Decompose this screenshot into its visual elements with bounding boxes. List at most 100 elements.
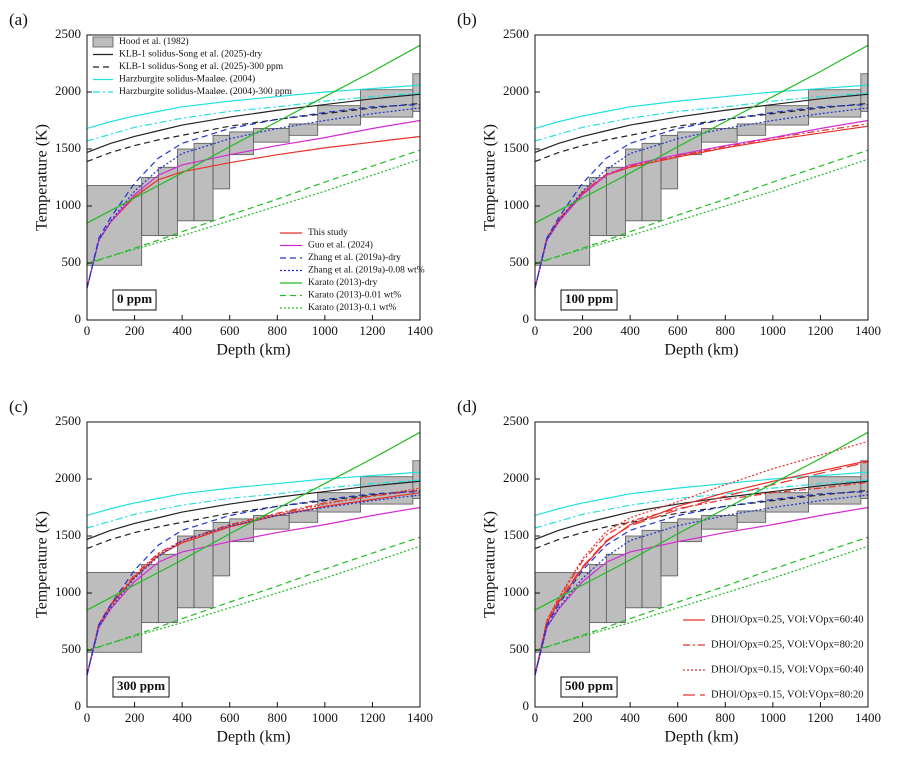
x-tick-label: 1400: [407, 323, 433, 338]
series-line: [87, 92, 420, 142]
y-tick-label: 2000: [55, 470, 81, 485]
plot-area: [87, 44, 420, 289]
y-tick-label: 0: [523, 311, 530, 326]
y-tick-label: 500: [62, 641, 82, 656]
band-segment: [288, 123, 319, 136]
y-axis-label: Temperature (K): [34, 511, 51, 618]
series-line: [87, 107, 420, 289]
x-tick-label: 200: [125, 710, 145, 725]
legend-label: This study: [308, 228, 348, 238]
series-line: [535, 545, 868, 651]
legend-label: Harzburgite solidus-Maaløe. (2004)-300 p…: [119, 86, 293, 97]
plot-frame: [86, 421, 421, 708]
x-tick-label: 1000: [760, 323, 786, 338]
legend-label: Karato (2013)-0.1 wt%: [308, 302, 396, 313]
legend-label: DHOl/Opx=0.15, VOl:VOpx=80:20: [711, 689, 864, 700]
y-tick-label: 2500: [503, 26, 529, 41]
panel-label: (d): [457, 397, 477, 416]
plot-area: [87, 431, 420, 676]
x-tick-label: 800: [268, 323, 288, 338]
series-line: [87, 480, 420, 540]
panel-label: (c): [9, 397, 28, 416]
x-tick-label: 400: [620, 323, 640, 338]
annotation-box: [560, 676, 618, 698]
y-tick-label: 500: [510, 254, 530, 269]
plot-frame: [534, 421, 869, 708]
x-tick-label: 600: [668, 710, 688, 725]
legend-label: Karato (2013)-0.01 wt%: [308, 290, 401, 301]
annotation: 300 ppm: [117, 678, 165, 693]
series-line: [535, 102, 868, 163]
band-segment: [176, 535, 195, 609]
x-tick-label: 1000: [760, 710, 786, 725]
x-tick-label: 1000: [312, 323, 338, 338]
series-line: [87, 158, 420, 264]
band-segment: [808, 89, 862, 118]
panel-label: (b): [457, 10, 477, 29]
y-tick-label: 2500: [55, 413, 81, 428]
legend-label: Guo et al. (2024): [308, 240, 373, 251]
plot-frame: [534, 34, 869, 321]
y-tick-label: 1500: [503, 140, 529, 155]
band-segment: [860, 73, 868, 112]
annotation: 500 ppm: [565, 678, 613, 693]
y-tick-label: 0: [75, 311, 82, 326]
series-line: [535, 123, 868, 289]
annotation: 100 ppm: [565, 291, 613, 306]
legend-label: Zhang et al. (2019a)-0.08 wt%: [308, 265, 425, 276]
series-line: [535, 431, 868, 611]
legend-label: Zhang et al. (2019a)-dry: [308, 252, 401, 263]
x-axis-label: Depth (km): [664, 342, 738, 359]
x-tick-label: 400: [620, 710, 640, 725]
series-line: [535, 490, 868, 676]
series-line: [87, 489, 420, 550]
y-tick-label: 1500: [503, 527, 529, 542]
legend-swatch: [92, 36, 114, 48]
plot-frame: [86, 34, 421, 321]
band-segment: [412, 460, 420, 499]
band-segment: [701, 515, 738, 530]
x-tick-label: 400: [172, 710, 192, 725]
series-line: [535, 119, 868, 289]
legend-label: DHOl/Opx=0.25, VOl:VOpx=60:40: [711, 614, 864, 625]
series-line: [535, 440, 868, 676]
plot-area: [535, 44, 868, 289]
panel-label: (a): [9, 10, 28, 29]
series-line: [535, 480, 868, 540]
legend-label: DHOl/Opx=0.15, VOl:VOpx=60:40: [711, 664, 864, 675]
series-line: [535, 489, 868, 550]
series-line: [87, 431, 420, 611]
series-line: [87, 506, 420, 676]
annotation-box: [112, 289, 157, 311]
series-line: [535, 481, 868, 676]
x-tick-label: 0: [532, 323, 539, 338]
band-segment: [176, 148, 195, 222]
y-axis-label: Temperature (K): [482, 124, 499, 231]
x-tick-label: 1200: [359, 710, 385, 725]
x-tick-label: 600: [220, 323, 240, 338]
series-line: [535, 92, 868, 142]
x-tick-label: 1400: [407, 710, 433, 725]
y-tick-label: 1500: [55, 527, 81, 542]
series-line: [87, 471, 420, 517]
x-tick-label: 0: [84, 323, 91, 338]
series-line: [535, 107, 868, 289]
band-segment: [253, 128, 290, 143]
series-line: [535, 158, 868, 264]
annotation-box: [112, 676, 170, 698]
series-line: [535, 84, 868, 130]
y-tick-label: 0: [75, 698, 82, 713]
annotation-box: [560, 289, 618, 311]
y-tick-label: 0: [523, 698, 530, 713]
series-line: [535, 44, 868, 224]
y-axis-label: Temperature (K): [34, 124, 51, 231]
legend-label: KLB-1 solidus-Song et al. (2025)-dry: [119, 49, 263, 60]
series-line: [87, 119, 420, 289]
legend-label: KLB-1 solidus-Song et al. (2025)-300 ppm: [119, 61, 284, 72]
y-tick-label: 1000: [503, 584, 529, 599]
x-tick-label: 1200: [807, 710, 833, 725]
x-tick-label: 800: [268, 710, 288, 725]
x-tick-label: 0: [84, 710, 91, 725]
